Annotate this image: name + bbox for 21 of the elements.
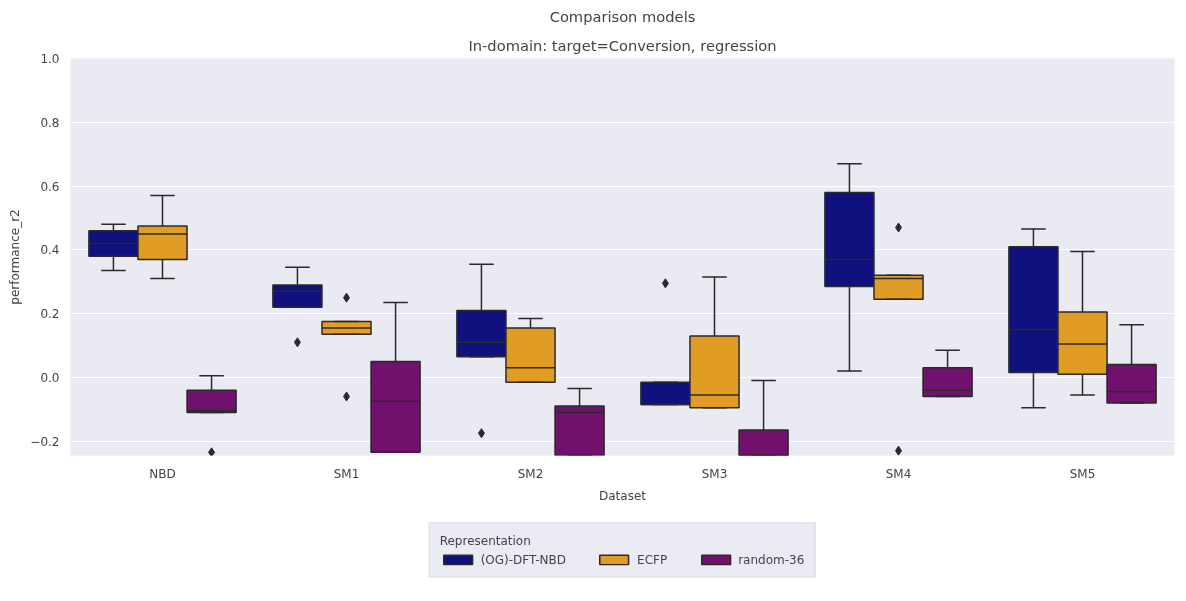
legend-title: Representation	[439, 533, 532, 548]
chart-title: Comparison models	[549, 7, 696, 25]
x-tick-label: NBD	[149, 466, 176, 481]
x-tick-label: SM3	[701, 466, 728, 481]
y-tick-label: 1.0	[40, 52, 60, 66]
legend-label: random-36	[738, 552, 805, 567]
chart-subtitle: In-domain: target=Conversion, regression	[468, 36, 777, 54]
x-tick-label: SM4	[885, 466, 912, 481]
x-tick-label: SM5	[1069, 466, 1096, 481]
legend-label: (OG)-DFT-NBD	[480, 552, 567, 567]
y-tick-label: 0.2	[40, 307, 60, 322]
y-tick-label: 0.6	[40, 179, 60, 194]
y-tick-label: 0.4	[40, 243, 60, 258]
x-axis-title: Dataset	[599, 488, 647, 503]
x-tick-label: SM2	[517, 466, 544, 481]
y-axis-title: performance_r2	[8, 209, 23, 305]
y-tick-label: −0.2	[30, 434, 60, 449]
x-tick-label: SM1	[333, 466, 360, 481]
legend-label: ECFP	[637, 552, 668, 567]
y-tick-label: 0.8	[40, 115, 60, 130]
y-tick-label: 0.0	[40, 370, 60, 385]
